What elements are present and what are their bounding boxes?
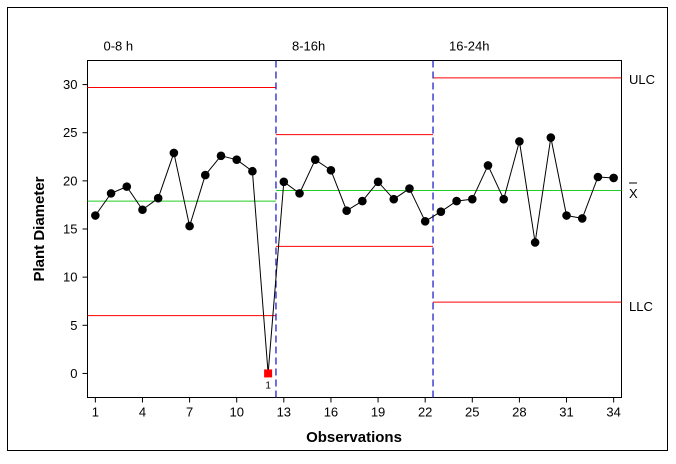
data-point [562, 211, 571, 220]
data-point [420, 216, 430, 226]
data-point [138, 205, 147, 215]
y-tick-label: 10 [63, 270, 77, 285]
plot-area [87, 60, 622, 398]
x-tick-label: 31 [559, 405, 573, 420]
data-point [499, 194, 509, 204]
data-point [342, 206, 351, 216]
x-tick-label: 34 [606, 405, 620, 420]
data-point [452, 196, 461, 206]
y-tick-label: 20 [63, 173, 77, 188]
phase-label-2: 8-16h [292, 39, 325, 54]
data-point [295, 189, 304, 198]
series-segment [330, 170, 348, 211]
data-point [200, 170, 210, 180]
data-point [389, 194, 399, 204]
y-tick-label: 15 [63, 222, 77, 237]
data-point [373, 177, 383, 187]
phase-label-1: 0-8 h [104, 39, 134, 54]
y-tick-label: 25 [63, 125, 77, 140]
series-segment [173, 152, 191, 227]
series-segment [518, 141, 536, 243]
series-segment [409, 188, 426, 222]
y-tick-label: 30 [63, 77, 77, 92]
series-segment [503, 141, 520, 200]
series-segment [487, 165, 505, 200]
x-tick-label: 1 [92, 405, 99, 420]
y-tick-label: 5 [70, 318, 77, 333]
data-point [91, 211, 100, 220]
data-point [326, 165, 336, 175]
data-point [106, 189, 116, 198]
data-point [358, 196, 367, 206]
series-segment [157, 152, 175, 199]
x-tick-label: 16 [324, 405, 338, 420]
x-tick-label: 22 [418, 405, 432, 420]
x-tick-label: 7 [186, 405, 193, 420]
center-line-label: X [629, 186, 638, 201]
data-point [310, 155, 320, 164]
x-tick-label: 13 [277, 405, 291, 420]
x-tick-label: 4 [139, 405, 146, 420]
ulc-label: ULC [629, 72, 655, 87]
x-tick-label: 25 [465, 405, 479, 420]
series-segment [534, 137, 552, 243]
x-axis-title: Observations [306, 429, 402, 446]
series-segment [251, 171, 269, 374]
data-point [577, 214, 587, 223]
data-point [546, 133, 556, 142]
out-of-control-point [264, 369, 273, 378]
data-point [122, 182, 132, 191]
data-point [609, 173, 618, 183]
data-point [436, 207, 446, 216]
data-point [515, 137, 524, 146]
data-point [279, 177, 289, 187]
data-point [593, 172, 603, 182]
data-point [153, 193, 163, 203]
llc-label: LLC [629, 299, 653, 314]
outer-border [7, 7, 668, 451]
data-point [483, 161, 493, 170]
data-point [530, 238, 540, 247]
y-tick-label: 0 [70, 366, 77, 381]
series-segment [299, 159, 316, 194]
phase-label-3: 16-24h [449, 39, 489, 54]
data-point [169, 148, 179, 158]
series-segment [550, 137, 568, 216]
data-point [232, 155, 242, 164]
data-point [405, 184, 414, 193]
x-tick-label: 10 [229, 405, 243, 420]
series-segment [581, 176, 599, 219]
series-segment [126, 186, 143, 211]
data-point [248, 166, 257, 176]
data-point [185, 221, 194, 231]
x-tick-label: 28 [512, 405, 526, 420]
series-segment [94, 193, 112, 216]
series-segment [267, 181, 285, 374]
data-point [467, 194, 477, 204]
out-of-control-label: 1 [265, 380, 271, 391]
data-point [216, 151, 226, 161]
x-tick-label: 19 [371, 405, 385, 420]
series-segment [189, 174, 206, 227]
y-axis-title: Plant Diameter [31, 176, 48, 281]
series-segment [471, 165, 489, 200]
